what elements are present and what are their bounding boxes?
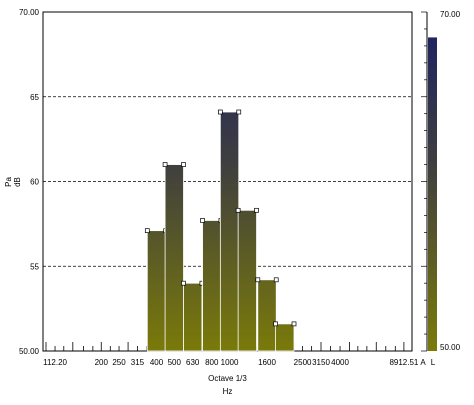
x-tick-label: 400: [150, 358, 164, 367]
bar-corner-marker: [254, 207, 259, 213]
bar-corner-marker: [217, 109, 223, 115]
bar-corner-marker: [236, 109, 242, 115]
overall-scale-top: 70.00: [440, 10, 461, 19]
y-tick-label: 60: [30, 178, 39, 187]
y-axis-label-line2: dB: [13, 177, 22, 187]
x-tick-label: 315: [131, 358, 145, 367]
bar-corner-marker: [144, 228, 150, 234]
x-axis-label-line2: Hz: [223, 387, 233, 396]
bar-corner-marker: [200, 218, 205, 223]
bar-1250: [237, 209, 257, 352]
x-tick-label: 3150: [312, 358, 330, 367]
x-tick-label: 500: [168, 358, 182, 367]
bar-corner-marker: [162, 162, 168, 167]
bar-corner-marker: [273, 321, 278, 327]
bar-2000: [275, 323, 295, 352]
y-tick-label: 70.00: [19, 8, 40, 17]
bar-500: [164, 164, 184, 352]
bar-800: [202, 220, 222, 352]
y-axis-label-line1: Pa: [4, 177, 13, 187]
bar-corner-marker: [181, 280, 186, 286]
bar-corner-marker: [181, 162, 186, 167]
bar-corner-marker: [291, 321, 297, 327]
y-tick-label: 65: [30, 93, 39, 102]
x-tick-label: 800: [205, 358, 219, 367]
x-tick-label: 8912.51: [389, 358, 418, 367]
x-tick-label: 1000: [221, 358, 239, 367]
bar-630: [183, 282, 203, 352]
x-tick-label: 200: [95, 358, 109, 367]
overall-label-l: L: [431, 358, 436, 367]
bar-1000: [219, 111, 240, 352]
x-tick-label: 2500: [294, 358, 312, 367]
bar-corner-marker: [255, 277, 261, 283]
x-tick-label: 1600: [258, 358, 276, 367]
x-tick-label: 250: [112, 358, 126, 367]
x-tick-label: 630: [186, 358, 200, 367]
x-axis-label-line1: Octave 1/3: [208, 374, 247, 383]
bar-1600: [257, 279, 277, 352]
x-tick-label: 4000: [331, 358, 349, 367]
bar-corner-marker: [235, 207, 241, 213]
bar-400: [146, 230, 167, 352]
y-tick-label: 50.00: [19, 347, 40, 356]
overall-scale-bottom: 50.00: [440, 343, 461, 352]
overall-label-a: A: [420, 358, 426, 367]
x-tick-label: 112.20: [43, 358, 67, 367]
overall-bar: [428, 37, 437, 352]
bar-corner-marker: [273, 277, 279, 283]
y-tick-label: 55: [30, 262, 39, 271]
